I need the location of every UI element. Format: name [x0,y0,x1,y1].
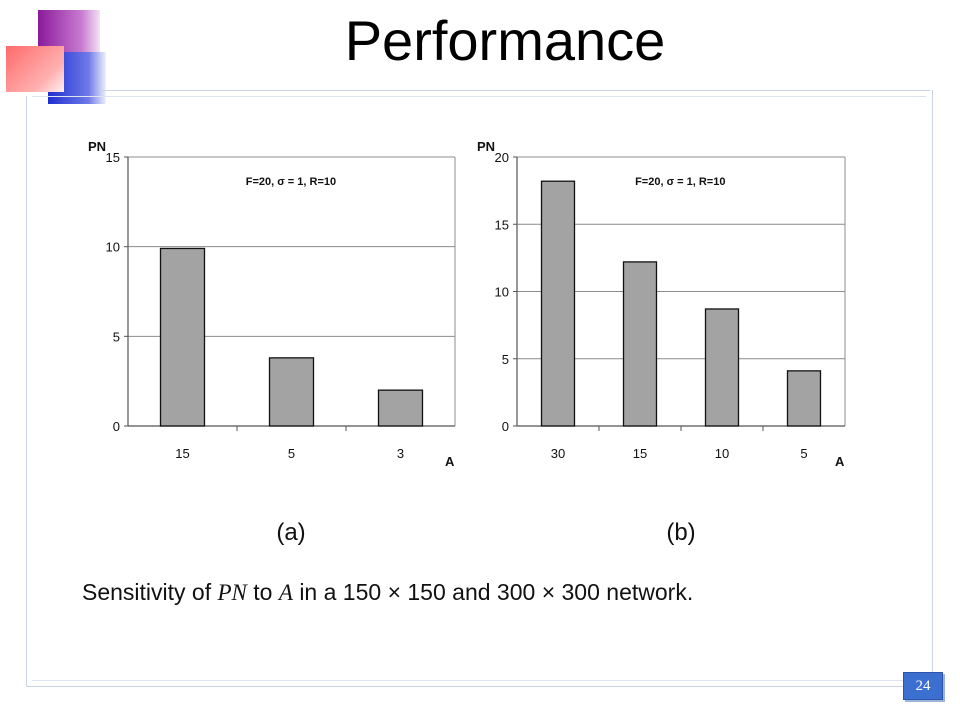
slide-title: Performance [344,9,666,72]
caption-times-1: × [388,579,401,605]
bar [268,357,315,427]
y-tick-label: 15 [495,217,509,232]
y-tick-label: 5 [502,352,509,367]
panel-label-b: (b) [666,519,695,546]
bar [704,308,740,427]
x-tick-label: 5 [800,446,807,461]
page-number-badge: 24 [903,672,943,700]
chart-annotation: F=20, σ = 1, R=10 [635,176,725,188]
caption-times-2: × [542,579,555,605]
y-axis-label: PN [477,139,495,154]
chart-a: 0 5 10 15 15 5 3 PN A F=20, σ = 1, R=10 [88,139,456,469]
decor-square-red [6,46,64,92]
bar [377,389,424,427]
chart-b: 0 5 10 15 20 30 15 10 5 PN A F=20, σ = 1, R=10 [477,139,846,469]
bar [622,261,658,427]
chart-annotation: F=20, σ = 1, R=10 [246,176,336,188]
frame-top-line [100,90,930,91]
x-tick-label: 15 [633,446,647,461]
x-axis-label: A [835,454,845,469]
caption-var-a: A [277,580,294,605]
caption-suffix-2: 150 and 300 [407,579,541,605]
y-tick-label: 10 [106,240,120,255]
caption-suffix-3: 300 network. [562,579,694,605]
y-axis-label: PN [88,139,106,154]
panel-label-a: (a) [276,519,305,546]
caption-var-pn: PN [217,580,249,605]
y-tick-label: 0 [113,419,120,434]
y-tick-label: 0 [502,419,509,434]
y-tick-label: 15 [106,150,120,165]
caption-prefix: Sensitivity of [82,579,218,605]
bar [540,180,576,427]
y-tick-label: 10 [495,285,509,300]
bar [786,370,822,427]
bar [159,247,206,427]
frame-inner-bottom-line [32,680,926,681]
x-tick-label: 5 [288,446,295,461]
y-tick-label: 5 [113,329,120,344]
y-tick-label: 20 [495,150,509,165]
figure-caption: Sensitivity of PN to A in a 150 × 150 an… [82,579,693,605]
caption-mid: to [253,579,279,605]
x-tick-label: 15 [175,446,189,461]
x-axis-label: A [445,454,455,469]
frame-left-line [26,96,27,686]
frame-right-line [932,90,933,686]
x-tick-label: 30 [551,446,565,461]
frame-bottom-line [26,686,932,687]
x-tick-label: 10 [715,446,729,461]
x-tick-label: 3 [397,446,404,461]
frame-inner-top-line [32,96,926,97]
caption-suffix-1: in a 150 [299,579,387,605]
